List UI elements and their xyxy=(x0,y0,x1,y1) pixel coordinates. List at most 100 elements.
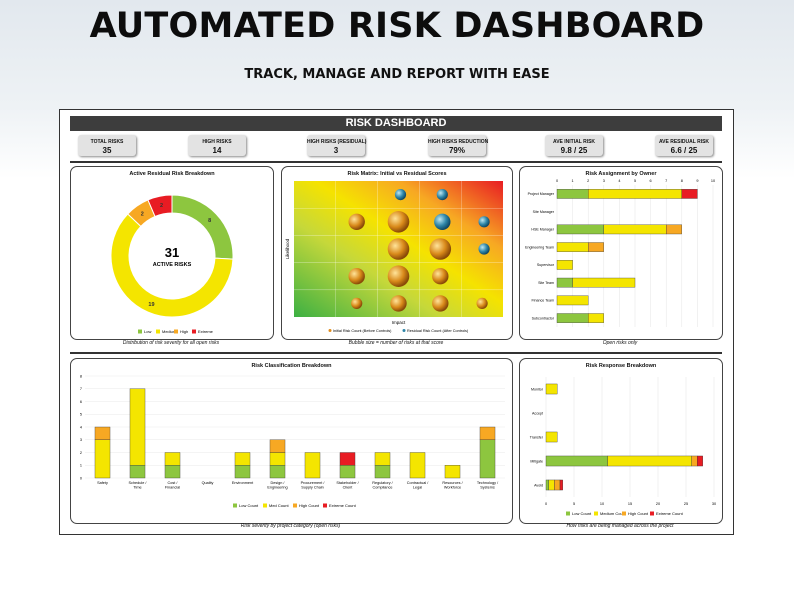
legend-swatch xyxy=(566,511,570,516)
y-tick-label: 3 xyxy=(80,438,82,442)
initial-risk-bubble xyxy=(432,268,449,285)
legend-swatch xyxy=(192,329,196,334)
legend-label: Initial Risk Count (Before Controls) xyxy=(333,329,392,333)
kpi-value: 35 xyxy=(102,146,112,155)
category-label: Stakeholder / xyxy=(336,481,359,485)
x-tick-label: 25 xyxy=(684,502,688,506)
classification-caption: Risk severity by project category (open … xyxy=(240,523,341,529)
residual-risk-bubble xyxy=(394,189,407,201)
category-label: Time xyxy=(133,486,141,490)
category-label: Supervisor xyxy=(537,263,555,267)
donut-panel: Active Residual Risk Breakdown 8 19 2 2 31 AC… xyxy=(70,166,274,340)
kpi-ave-residual-risk: AVE RESIDUAL RISK 6.6 / 25 xyxy=(655,135,713,156)
bar-segment xyxy=(556,242,589,252)
kpi-label: TOTAL RISKS xyxy=(90,139,124,145)
residual-risk-bubble xyxy=(478,216,490,228)
category-label: Avoid xyxy=(534,483,543,487)
y-tick-label: 4 xyxy=(80,425,82,429)
category-label: Transfer xyxy=(530,435,544,439)
column-segment xyxy=(269,439,286,453)
y-tick-label: 1 xyxy=(80,464,82,468)
initial-risk-bubble xyxy=(432,295,449,312)
kpi-label: HIGH RISKS (RESIDUAL) xyxy=(307,139,367,145)
kpi-high-risks-residual: HIGH RISKS (RESIDUAL) 3 xyxy=(307,135,367,156)
y-tick-label: 0 xyxy=(80,476,82,480)
response-panel: Risk Response Breakdown 0 5 10 15 20 25 30 Moni… xyxy=(519,358,723,524)
bar-segment xyxy=(554,479,561,491)
category-label: Accept xyxy=(532,411,543,415)
legend-swatch xyxy=(233,503,237,508)
bar-segment xyxy=(556,224,604,235)
bar-segment xyxy=(588,313,604,323)
category-label: Project Manager xyxy=(528,192,555,196)
response-chart: 0 5 10 15 20 25 30 Monitor Accept Transfer Mitigat… xyxy=(530,377,716,516)
bar-segment xyxy=(545,455,608,467)
owner-panel: Risk Assignment by Owner 0 1 2 3 4 5 6 7 8 9 10 Pro… xyxy=(519,166,723,340)
column-segment xyxy=(164,452,181,466)
category-label: Client xyxy=(343,486,354,490)
donut-slice-low xyxy=(171,194,234,260)
legend-label: Medium Count xyxy=(600,511,627,516)
legend-label: High xyxy=(180,329,188,334)
x-tick-label: 20 xyxy=(656,502,660,506)
panel-title: Active Residual Risk Breakdown xyxy=(129,171,215,177)
bar-segment xyxy=(691,455,698,467)
x-tick-label: 5 xyxy=(634,179,636,183)
initial-risk-bubble xyxy=(387,265,410,287)
category-label: Workforce xyxy=(444,486,461,490)
category-label: Compliance xyxy=(372,486,392,490)
column-segment xyxy=(269,452,286,466)
initial-risk-bubble xyxy=(429,238,452,260)
y-tick-label: 6 xyxy=(80,400,82,404)
kpi-value: 14 xyxy=(212,146,222,155)
initial-risk-bubble xyxy=(351,297,363,309)
divider xyxy=(70,352,722,354)
column-segment xyxy=(339,465,356,479)
legend-swatch xyxy=(263,503,267,508)
column-segment xyxy=(374,452,391,466)
donut-data-label: 19 xyxy=(148,302,154,308)
y-tick-label: 7 xyxy=(80,387,82,391)
legend-label: High Count xyxy=(299,503,320,508)
x-tick-label: 15 xyxy=(628,502,632,506)
bar-segment xyxy=(559,479,563,491)
initial-risk-bubble xyxy=(348,268,365,285)
donut-slice-medium xyxy=(110,213,234,318)
bar-segment xyxy=(556,295,589,306)
legend-swatch xyxy=(622,511,626,516)
residual-risk-bubble xyxy=(478,243,490,255)
column-segment xyxy=(444,465,461,479)
initial-risk-bubble xyxy=(476,297,488,309)
category-label: Site Manager xyxy=(533,210,555,214)
legend-marker xyxy=(328,329,332,332)
dashboard-sheet: RISK DASHBOARD TOTAL RISKS 35 HIGH RISKS 1… xyxy=(59,109,734,535)
category-label: Financial xyxy=(165,486,180,490)
legend-label: Extreme Count xyxy=(329,503,357,508)
kpi-label: AVE INITIAL RISK xyxy=(552,139,596,145)
kpi-label: HIGH RISKS REDUCTION xyxy=(428,139,489,145)
residual-risk-bubble xyxy=(436,189,448,201)
divider xyxy=(70,161,722,163)
classification-chart: 0 1 2 3 4 5 6 7 8 Safety Schedule /Time Cost /Finan… xyxy=(80,374,505,508)
column-segment xyxy=(234,465,251,479)
category-label: Engineering Team xyxy=(525,245,554,249)
initial-risk-bubble xyxy=(387,238,410,260)
x-tick-label: 9 xyxy=(696,179,698,183)
classification-panel: Risk Classification Breakdown 0 1 2 3 4 5 6 7 8 S… xyxy=(70,358,513,524)
x-tick-label: 2 xyxy=(587,179,589,183)
x-tick-label: 8 xyxy=(681,179,683,183)
legend-swatch xyxy=(594,511,598,516)
category-label: Procurement / xyxy=(301,481,326,485)
kpi-label: AVE RESIDUAL RISK xyxy=(658,139,710,145)
column-segment xyxy=(94,426,111,440)
legend-label: Low xyxy=(144,329,151,334)
donut-center-value: 31 xyxy=(165,245,179,260)
x-tick-label: 10 xyxy=(711,179,715,183)
x-tick-label: 30 xyxy=(712,502,716,506)
x-tick-label: 0 xyxy=(556,179,558,183)
column-segment xyxy=(129,465,146,479)
y-tick-label: 2 xyxy=(80,451,82,455)
kpi-value: 79% xyxy=(448,146,465,155)
category-label: Regulatory / xyxy=(372,481,393,485)
category-label: Monitor xyxy=(531,387,544,391)
